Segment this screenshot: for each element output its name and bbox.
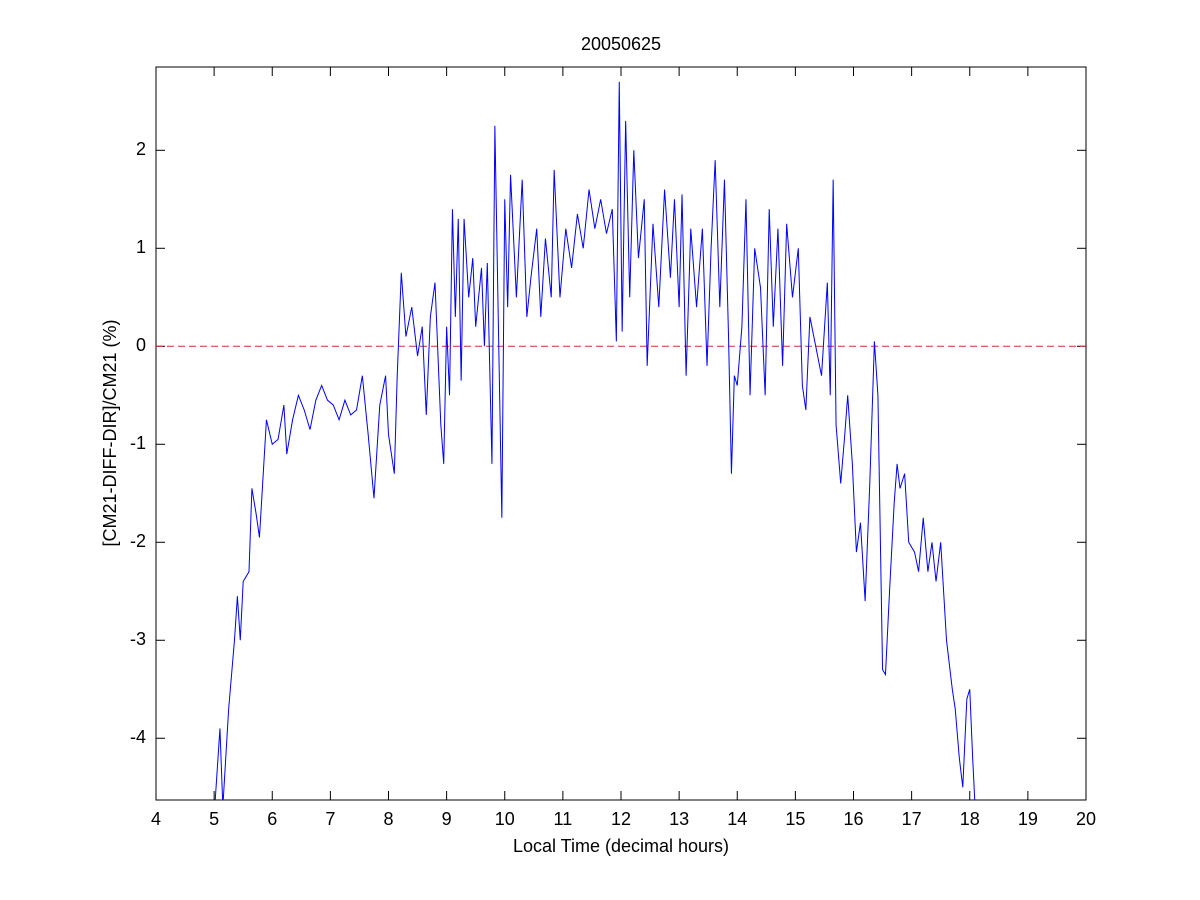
- y-tick-label: 1: [136, 237, 146, 257]
- x-tick-label: 9: [442, 809, 452, 829]
- x-tick-label: 10: [495, 809, 515, 829]
- x-tick-label: 7: [325, 809, 335, 829]
- x-tick-label: 18: [960, 809, 980, 829]
- x-tick-label: 20: [1076, 809, 1096, 829]
- x-tick-label: 11: [554, 809, 573, 829]
- x-tick-label: 8: [383, 809, 393, 829]
- x-tick-label: 12: [611, 809, 631, 829]
- y-tick-label: 2: [136, 139, 146, 159]
- x-tick-label: 17: [902, 809, 922, 829]
- x-tick-label: 5: [209, 809, 219, 829]
- y-tick-label: -2: [130, 531, 146, 551]
- x-axis-label: Local Time (decimal hours): [513, 836, 729, 856]
- x-tick-label: 19: [1018, 809, 1038, 829]
- data-line: [214, 81, 976, 800]
- x-tick-label: 15: [785, 809, 805, 829]
- y-axis-label: [CM21-DIFF-DIR]/CM21 (%): [100, 319, 120, 546]
- x-tick-label: 16: [843, 809, 863, 829]
- y-tick-label: -4: [130, 727, 146, 747]
- y-tick-label: -3: [130, 629, 146, 649]
- y-tick-label: 0: [136, 335, 146, 355]
- x-tick-label: 14: [727, 809, 747, 829]
- x-tick-label: 4: [151, 809, 161, 829]
- x-tick-label: 6: [267, 809, 277, 829]
- plot-area: [155, 66, 1087, 801]
- x-tick-label: 13: [669, 809, 689, 829]
- chart-title: 20050625: [581, 34, 661, 54]
- y-tick-label: -1: [130, 433, 146, 453]
